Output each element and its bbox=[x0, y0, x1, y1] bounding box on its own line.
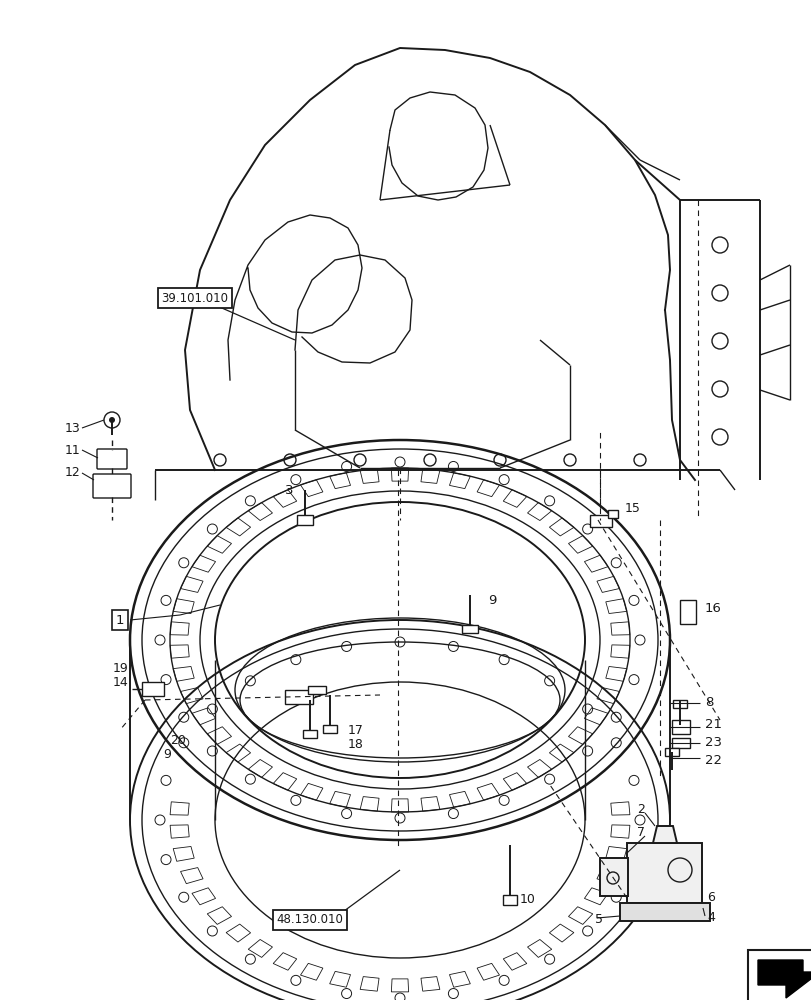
Text: 22: 22 bbox=[704, 754, 721, 766]
FancyBboxPatch shape bbox=[97, 449, 127, 469]
Circle shape bbox=[109, 417, 115, 423]
FancyBboxPatch shape bbox=[590, 515, 611, 527]
Bar bbox=[747, 950, 811, 1000]
Text: 39.101.010: 39.101.010 bbox=[161, 292, 228, 304]
Polygon shape bbox=[652, 826, 676, 843]
Polygon shape bbox=[757, 960, 811, 998]
FancyBboxPatch shape bbox=[307, 686, 325, 694]
FancyBboxPatch shape bbox=[607, 510, 617, 518]
Text: 21: 21 bbox=[704, 718, 721, 732]
FancyBboxPatch shape bbox=[461, 625, 478, 633]
Text: 17: 17 bbox=[348, 724, 363, 736]
Text: 48.130.010: 48.130.010 bbox=[277, 913, 343, 926]
Text: 23: 23 bbox=[704, 736, 721, 750]
Text: 16: 16 bbox=[704, 601, 721, 614]
FancyBboxPatch shape bbox=[664, 748, 678, 756]
Text: 12: 12 bbox=[64, 466, 80, 480]
FancyBboxPatch shape bbox=[142, 682, 164, 696]
FancyBboxPatch shape bbox=[672, 700, 686, 708]
Text: 11: 11 bbox=[64, 444, 80, 456]
FancyBboxPatch shape bbox=[303, 730, 316, 738]
Text: 8: 8 bbox=[704, 696, 713, 708]
Text: 18: 18 bbox=[348, 738, 363, 752]
FancyBboxPatch shape bbox=[285, 690, 312, 704]
FancyBboxPatch shape bbox=[599, 858, 627, 896]
FancyBboxPatch shape bbox=[679, 600, 695, 624]
Text: 13: 13 bbox=[64, 422, 80, 434]
Text: 9: 9 bbox=[487, 593, 496, 606]
Text: 2: 2 bbox=[636, 803, 644, 816]
Text: 7: 7 bbox=[636, 826, 644, 839]
FancyBboxPatch shape bbox=[502, 895, 517, 905]
Text: 14: 14 bbox=[112, 676, 128, 688]
Text: 19: 19 bbox=[112, 662, 128, 674]
FancyBboxPatch shape bbox=[620, 903, 709, 921]
Text: 4: 4 bbox=[706, 911, 714, 924]
FancyBboxPatch shape bbox=[93, 474, 131, 498]
FancyBboxPatch shape bbox=[626, 843, 702, 903]
Text: 5: 5 bbox=[594, 913, 603, 926]
Text: 20: 20 bbox=[169, 734, 186, 746]
Text: 10: 10 bbox=[519, 893, 535, 906]
FancyBboxPatch shape bbox=[297, 515, 312, 525]
FancyBboxPatch shape bbox=[672, 738, 689, 748]
Text: 1: 1 bbox=[116, 613, 124, 626]
Text: 3: 3 bbox=[284, 484, 293, 496]
Text: 15: 15 bbox=[624, 502, 640, 514]
Text: 9: 9 bbox=[163, 748, 170, 762]
FancyBboxPatch shape bbox=[323, 725, 337, 733]
FancyBboxPatch shape bbox=[672, 720, 689, 734]
Text: 6: 6 bbox=[706, 891, 714, 904]
